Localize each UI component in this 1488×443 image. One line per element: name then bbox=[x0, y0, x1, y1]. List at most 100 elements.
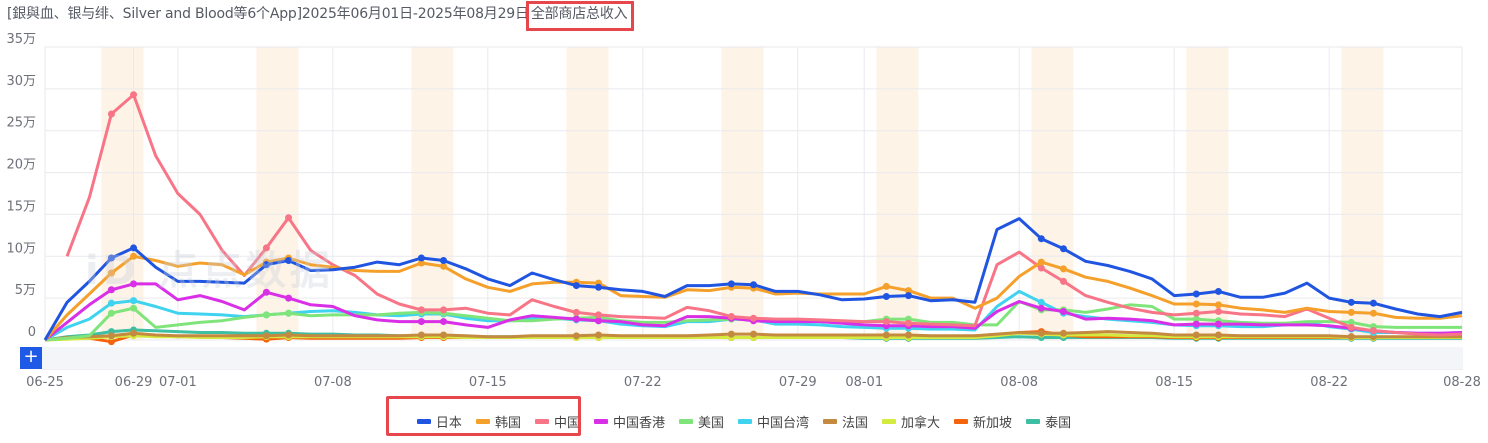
legend-item[interactable]: 美国 bbox=[678, 412, 724, 431]
data-point[interactable] bbox=[727, 330, 735, 338]
data-point[interactable] bbox=[107, 286, 115, 294]
data-point[interactable] bbox=[417, 318, 425, 326]
data-point[interactable] bbox=[1214, 287, 1222, 295]
data-point[interactable] bbox=[1059, 277, 1067, 285]
data-point[interactable] bbox=[107, 309, 115, 317]
data-point[interactable] bbox=[107, 299, 115, 307]
data-point[interactable] bbox=[1037, 304, 1045, 312]
data-point[interactable] bbox=[572, 308, 580, 316]
data-point[interactable] bbox=[750, 330, 757, 338]
data-point[interactable] bbox=[595, 317, 603, 325]
data-point[interactable] bbox=[1347, 298, 1355, 306]
data-point[interactable] bbox=[1214, 301, 1222, 309]
data-point[interactable] bbox=[285, 331, 293, 339]
data-point[interactable] bbox=[1037, 329, 1045, 337]
data-point[interactable] bbox=[1192, 300, 1200, 308]
data-point[interactable] bbox=[417, 331, 425, 339]
data-point[interactable] bbox=[130, 252, 138, 260]
legend-item[interactable]: 日本 bbox=[416, 412, 462, 431]
legend-item[interactable]: 韩国 bbox=[475, 412, 521, 431]
data-point[interactable] bbox=[107, 338, 115, 346]
data-point[interactable] bbox=[130, 280, 138, 288]
data-point[interactable] bbox=[262, 261, 270, 269]
data-point[interactable] bbox=[440, 318, 448, 326]
data-point[interactable] bbox=[130, 297, 138, 305]
data-point[interactable] bbox=[1059, 245, 1067, 253]
data-point[interactable] bbox=[1347, 318, 1355, 326]
data-point[interactable] bbox=[727, 280, 735, 288]
data-point[interactable] bbox=[1059, 308, 1067, 316]
data-point[interactable] bbox=[1369, 309, 1377, 317]
data-point[interactable] bbox=[440, 262, 448, 270]
series-line[interactable] bbox=[65, 93, 1463, 337]
data-point[interactable] bbox=[130, 329, 138, 337]
data-point[interactable] bbox=[882, 318, 890, 326]
data-point[interactable] bbox=[572, 282, 580, 290]
data-point[interactable] bbox=[262, 332, 270, 340]
data-point[interactable] bbox=[1037, 298, 1045, 306]
data-point[interactable] bbox=[417, 259, 425, 267]
legend-item[interactable]: 法国 bbox=[823, 412, 868, 431]
data-point[interactable] bbox=[882, 331, 890, 339]
data-point[interactable] bbox=[1369, 327, 1377, 335]
legend-item[interactable]: 中国 bbox=[534, 412, 580, 431]
data-point[interactable] bbox=[440, 256, 448, 264]
data-point[interactable] bbox=[1059, 329, 1067, 337]
data-point[interactable] bbox=[285, 256, 293, 264]
data-point[interactable] bbox=[1192, 315, 1200, 323]
data-point[interactable] bbox=[285, 309, 293, 317]
data-point[interactable] bbox=[1192, 320, 1200, 328]
data-point[interactable] bbox=[595, 331, 603, 339]
data-point[interactable] bbox=[1214, 308, 1222, 316]
data-point[interactable] bbox=[750, 314, 757, 322]
data-point[interactable] bbox=[440, 331, 448, 339]
data-point[interactable] bbox=[750, 281, 757, 289]
data-point[interactable] bbox=[1037, 264, 1045, 272]
data-point[interactable] bbox=[595, 283, 603, 291]
data-point[interactable] bbox=[262, 311, 270, 319]
data-point[interactable] bbox=[1214, 320, 1222, 328]
data-point[interactable] bbox=[1192, 290, 1200, 298]
data-point[interactable] bbox=[262, 288, 270, 296]
data-point[interactable] bbox=[285, 214, 293, 222]
data-point[interactable] bbox=[130, 244, 138, 252]
legend-item[interactable]: 新加坡 bbox=[954, 412, 1012, 431]
data-point[interactable] bbox=[262, 244, 270, 252]
data-point[interactable] bbox=[1192, 331, 1200, 339]
legend-item[interactable]: 中国香港 bbox=[593, 412, 665, 431]
data-point[interactable] bbox=[1369, 299, 1377, 307]
legend-item[interactable]: 泰国 bbox=[1026, 412, 1071, 431]
data-point[interactable] bbox=[1347, 323, 1355, 331]
data-point[interactable] bbox=[440, 306, 448, 314]
data-point[interactable] bbox=[572, 332, 580, 340]
data-point[interactable] bbox=[572, 315, 580, 323]
data-point[interactable] bbox=[107, 332, 115, 340]
data-point[interactable] bbox=[1037, 235, 1045, 243]
data-point[interactable] bbox=[1059, 265, 1067, 273]
data-point[interactable] bbox=[727, 313, 735, 321]
legend-item[interactable]: 中国台湾 bbox=[738, 412, 809, 431]
data-point[interactable] bbox=[1192, 309, 1200, 317]
data-point[interactable] bbox=[1214, 331, 1222, 339]
data-point[interactable] bbox=[904, 331, 912, 339]
data-point[interactable] bbox=[107, 269, 115, 277]
data-zoom-slider[interactable] bbox=[42, 347, 1463, 370]
data-point[interactable] bbox=[904, 292, 912, 300]
data-point[interactable] bbox=[107, 254, 115, 262]
data-point[interactable] bbox=[417, 306, 425, 314]
zoom-plus-button[interactable]: + bbox=[20, 347, 42, 369]
data-point[interactable] bbox=[1347, 308, 1355, 316]
data-point[interactable] bbox=[130, 91, 138, 99]
data-point[interactable] bbox=[595, 311, 603, 319]
data-point[interactable] bbox=[904, 319, 912, 327]
data-point[interactable] bbox=[130, 304, 138, 312]
data-point[interactable] bbox=[285, 294, 293, 302]
data-point[interactable] bbox=[904, 287, 912, 295]
data-point[interactable] bbox=[1347, 333, 1355, 341]
data-point[interactable] bbox=[417, 254, 425, 262]
legend-item[interactable]: 加拿大 bbox=[882, 412, 940, 431]
data-point[interactable] bbox=[882, 282, 890, 290]
data-point[interactable] bbox=[1037, 258, 1045, 266]
data-point[interactable] bbox=[882, 292, 890, 300]
data-point[interactable] bbox=[107, 110, 115, 118]
